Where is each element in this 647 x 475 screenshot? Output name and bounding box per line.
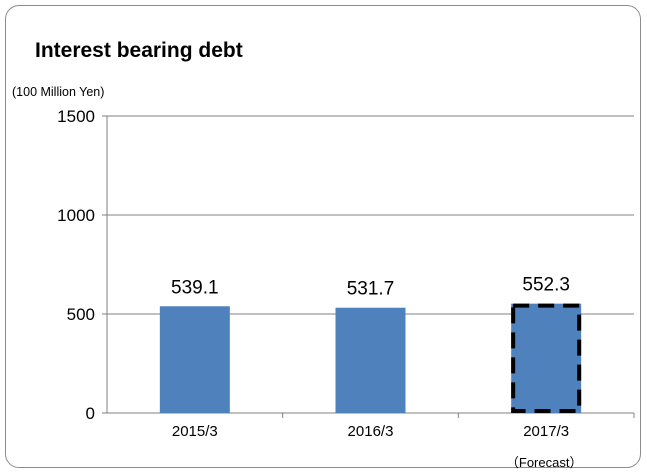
y-axis-unit-label: (100 Million Yen)	[12, 85, 105, 99]
bar-value-label: 531.7	[347, 279, 395, 300]
bar-2016-3	[335, 307, 406, 413]
x-tick-label: 2016/3	[348, 423, 394, 440]
chart-title: Interest bearing debt	[35, 39, 243, 62]
bar-2015-3	[159, 306, 230, 413]
forecast-dashed-outline	[511, 303, 582, 413]
x-tick-label: 2017/3	[523, 423, 569, 440]
bar-2017-3	[511, 303, 582, 413]
y-tick-label: 0	[86, 404, 95, 423]
bar-value-label: 552.3	[522, 275, 570, 296]
bar-value-label: 539.1	[171, 277, 219, 298]
y-tick-label: 1000	[57, 206, 95, 225]
forecast-note-label: （Forecast）	[506, 455, 583, 470]
x-tick-label: 2015/3	[172, 423, 218, 440]
y-tick-label: 500	[67, 305, 95, 324]
y-tick-label: 1500	[57, 107, 95, 126]
